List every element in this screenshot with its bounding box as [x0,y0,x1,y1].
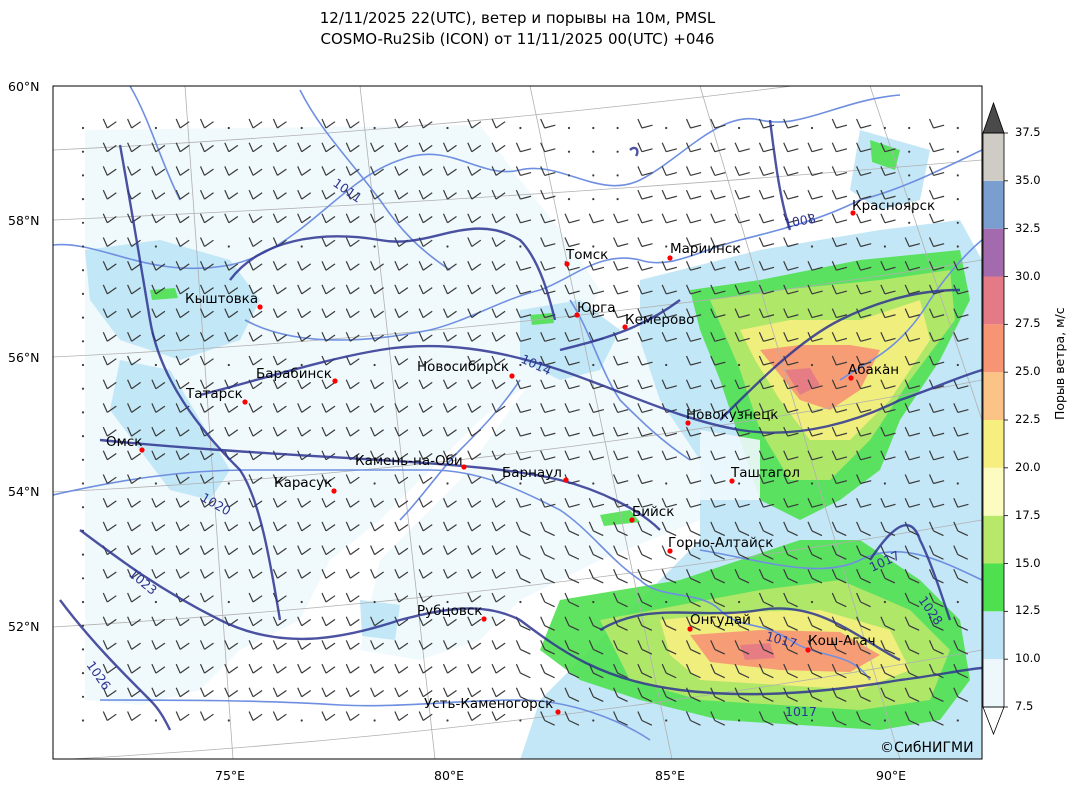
colorbar-segment [983,276,1004,325]
cities-layer: Красноярск Томск Мариинск Кыштовка Юрга Кемер… [106,198,935,715]
colorbar-segment [983,420,1004,468]
city-marker [509,373,515,379]
lat-label-56: 56°N [8,350,40,365]
colorbar-tick-label: 12.5 [1015,603,1041,618]
city-label: Барнаул [502,465,562,481]
city-marker [331,488,337,494]
city-label: Красноярск [852,198,935,214]
colorbar [982,101,1008,736]
colorbar-under-arrow [982,706,1005,736]
lat-label-60: 60°N [8,79,40,94]
city-marker [139,447,145,453]
city-label: Таштагол [730,465,800,481]
colorbar-tick-label: 7.5 [1015,699,1034,713]
city-marker [564,261,570,267]
city-marker [850,210,856,216]
city-marker [729,478,735,484]
city-marker [667,255,673,261]
lat-label-52: 52°N [8,619,40,634]
city-label: Горно-Алтайск [668,535,773,551]
colorbar-segment [983,133,1004,181]
city-marker [461,464,467,470]
colorbar-segment [983,372,1004,420]
city-label: Юрга [577,300,616,316]
city-label: Барабинск [256,366,332,382]
city-marker [848,375,854,381]
city-marker [685,420,691,426]
colorbar-segment [983,611,1004,660]
colorbar-segment [983,180,1004,229]
city-label: Новокузнецк [686,407,778,423]
colorbar-tick-label: 25.0 [1015,364,1041,379]
wind-barbs [81,118,969,726]
city-marker [242,399,248,405]
city-label: Онгудай [690,612,751,628]
title-line-1: 12/11/2025 22(UTC), ветер и порывы на 10… [319,9,716,27]
city-label: Кыштовка [185,291,258,307]
city-label: Бийск [632,504,674,520]
colorbar-title: Порыв ветра, м/с [1052,307,1067,420]
colorbar-tick-label: 30.0 [1015,268,1041,283]
isobar-label: 1008 [783,211,817,231]
city-label: Томск [565,247,608,263]
city-label: Усть-Каменогорск [424,696,553,712]
city-marker [563,477,569,483]
colorbar-over-arrow [982,101,1005,134]
colorbar-tick-label: 22.5 [1015,412,1041,426]
city-label: Рубцовск [417,603,482,619]
colorbar-tick-label: 10.0 [1015,651,1041,666]
city-marker [629,517,635,523]
city-label: Татарск [185,386,243,402]
colorbar-tick-label: 27.5 [1015,316,1041,331]
lon-label-85: 85°E [655,768,686,783]
city-marker [481,616,487,622]
isobar-label: 1017 [785,704,817,719]
city-label: Кемерово [625,312,694,328]
lat-label-54: 54°N [8,484,40,499]
lat-label-58: 58°N [8,213,40,228]
city-marker [622,324,628,330]
colorbar-segment [983,563,1004,612]
colorbar-tick-label: 20.0 [1015,459,1041,474]
lon-label-90: 90°E [876,768,907,783]
isobars [59,119,982,731]
city-marker [667,548,673,554]
title-line-2: COSMO-Ru2Sib (ICON) от 11/11/2025 00(UTC… [320,30,715,48]
colorbar-tick-label: 32.5 [1015,220,1041,235]
city-label: Абакан [848,362,899,378]
colorbar-tick-label: 17.5 [1015,507,1041,522]
city-label: Кош-Агач [808,633,876,649]
colorbar-segment [983,467,1004,516]
city-marker [257,304,263,310]
colorbar-segment [983,659,1004,707]
city-label: Мариинск [670,241,740,257]
city-label: Камень-на-Оби [355,453,463,469]
city-marker [805,647,811,653]
credit: ©СибНИГМИ [880,740,974,756]
city-label: Карасук [274,475,332,491]
colorbar-segment [983,228,1004,277]
city-marker [687,626,693,632]
city-marker [332,378,338,384]
city-label: Новосибирск [417,359,509,375]
city-marker [555,709,561,715]
colorbar-segment [983,324,1004,373]
city-label: Омск [106,434,142,450]
lon-label-80: 80°E [434,768,465,783]
colorbar-tick-label: 37.5 [1015,125,1041,139]
city-marker [574,312,580,318]
lon-label-75: 75°E [215,768,246,783]
colorbar-segment [983,515,1004,564]
colorbar-tick-label: 15.0 [1015,555,1041,570]
map-frame [52,85,983,760]
colorbar-tick-label: 35.0 [1015,172,1041,187]
